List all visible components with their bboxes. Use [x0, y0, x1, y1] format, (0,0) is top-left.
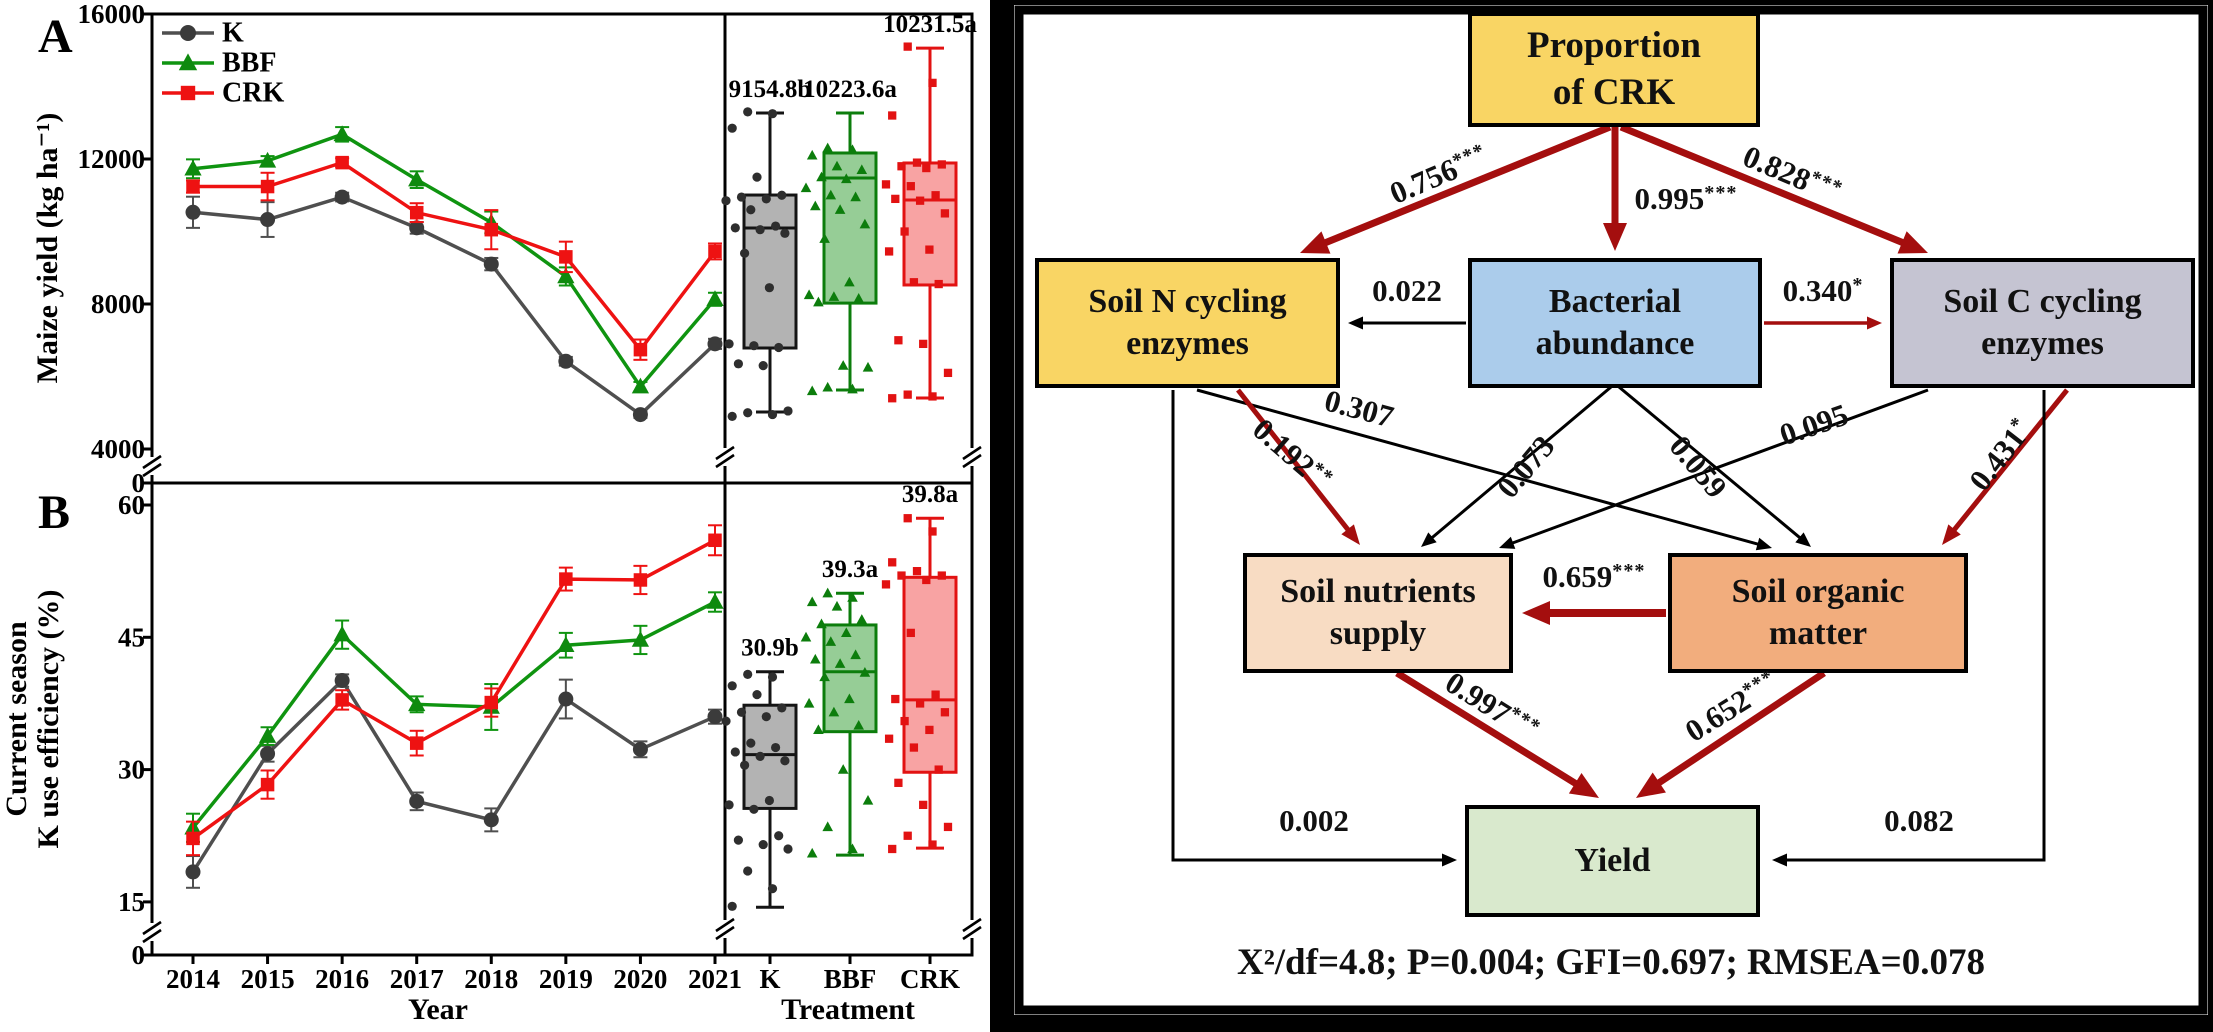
- svg-text:39.8a: 39.8a: [902, 481, 959, 508]
- svg-text:2020: 2020: [613, 964, 667, 994]
- svg-text:0: 0: [132, 468, 146, 498]
- sem-path-label-b_c: 0.340*: [1783, 273, 1864, 309]
- svg-text:39.3a: 39.3a: [822, 556, 879, 583]
- svg-text:2021: 2021: [688, 964, 742, 994]
- sem-diagram-panel: Proportion of CRK Soil N cycling enzymes…: [1014, 5, 2208, 1015]
- significance-stars: ***: [1612, 559, 1646, 582]
- sem-path-label-b_n: 0.022: [1372, 273, 1442, 309]
- svg-text:2018: 2018: [464, 964, 518, 994]
- svg-text:10231.5a: 10231.5a: [883, 11, 977, 38]
- svg-text:2016: 2016: [315, 964, 369, 994]
- sem-node-bacterial-abundance: Bacterial abundance: [1468, 258, 1762, 388]
- sem-arrows-canvas: [1014, 5, 2208, 1015]
- svg-text:60: 60: [118, 490, 145, 520]
- svg-text:K use efficiency (%): K use efficiency (%): [32, 589, 65, 848]
- svg-text:45: 45: [118, 622, 145, 652]
- svg-text:10223.6a: 10223.6a: [803, 76, 897, 103]
- svg-text:B: B: [38, 486, 70, 539]
- coefficient-value: 0.002: [1279, 803, 1349, 838]
- svg-text:2014: 2014: [166, 964, 220, 994]
- sem-node-yield: Yield: [1465, 805, 1760, 917]
- svg-text:0: 0: [132, 940, 146, 970]
- coefficient-value: 0.022: [1372, 273, 1442, 308]
- svg-text:30.9b: 30.9b: [741, 635, 799, 662]
- svg-text:K: K: [222, 18, 244, 49]
- maize-yield-kue-figure: 16000 12000 8000 4000 0 60 45 30 15 0 2014 2015 2016…: [0, 0, 990, 1032]
- significance-stars: ***: [1704, 181, 1738, 204]
- svg-text:12000: 12000: [78, 144, 146, 174]
- svg-text:BBF: BBF: [222, 48, 276, 79]
- sem-node-soil-nutrients-supply: Soil nutrients supply: [1243, 553, 1513, 673]
- svg-text:2017: 2017: [390, 964, 444, 994]
- sem-node-soil-c-cycling-enzymes: Soil C cycling enzymes: [1890, 258, 2195, 388]
- svg-text:CRK: CRK: [900, 964, 960, 994]
- sem-path-label-n_y: 0.002: [1279, 803, 1349, 839]
- svg-text:Maize yield (kg ha⁻¹): Maize yield (kg ha⁻¹): [31, 113, 64, 384]
- svg-text:K: K: [759, 964, 780, 994]
- svg-text:15: 15: [118, 887, 145, 917]
- svg-text:BBF: BBF: [824, 964, 877, 994]
- sem-path-label-c_y: 0.082: [1884, 803, 1954, 839]
- svg-text:16000: 16000: [78, 0, 146, 29]
- svg-text:2015: 2015: [241, 964, 295, 994]
- svg-text:Year: Year: [408, 993, 468, 1026]
- sem-node-proportion-of-crk: Proportion of CRK: [1468, 12, 1760, 127]
- svg-text:30: 30: [118, 755, 145, 785]
- coefficient-value: 0.995: [1634, 181, 1705, 216]
- sem-node-soil-organic-matter: Soil organic matter: [1668, 553, 1968, 673]
- svg-text:Current season: Current season: [0, 621, 33, 817]
- svg-text:CRK: CRK: [222, 78, 284, 109]
- svg-text:A: A: [38, 10, 73, 63]
- svg-text:9154.8b: 9154.8b: [729, 76, 812, 103]
- svg-text:2019: 2019: [539, 964, 593, 994]
- coefficient-value: 0.659: [1542, 559, 1613, 594]
- svg-text:8000: 8000: [91, 289, 145, 319]
- sem-path-label-o_s: 0.659***: [1543, 559, 1646, 595]
- svg-text:Treatment: Treatment: [781, 993, 915, 1026]
- sem-node-soil-n-cycling-enzymes: Soil N cycling enzymes: [1035, 258, 1340, 388]
- svg-text:4000: 4000: [91, 434, 145, 464]
- sem-fit-statistics: X²/df=4.8; P=0.004; GFI=0.697; RMSEA=0.0…: [1236, 942, 1986, 983]
- coefficient-value: 0.340: [1782, 273, 1853, 308]
- sem-path-label-p_b: 0.995***: [1635, 181, 1738, 217]
- significance-stars: *: [1852, 273, 1864, 296]
- coefficient-value: 0.082: [1884, 803, 1954, 838]
